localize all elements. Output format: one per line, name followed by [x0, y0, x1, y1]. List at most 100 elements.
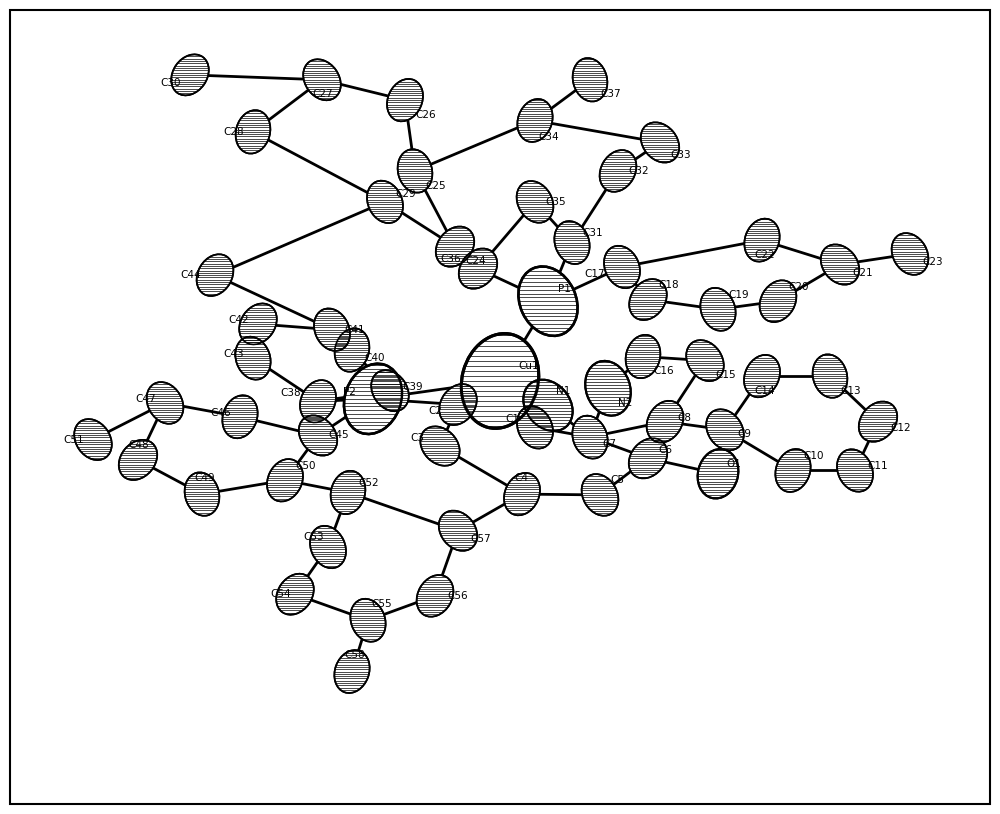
- Ellipse shape: [604, 246, 640, 288]
- Ellipse shape: [813, 354, 847, 398]
- Text: C33: C33: [670, 150, 691, 160]
- Text: C25: C25: [425, 181, 446, 190]
- Text: C12: C12: [890, 423, 911, 433]
- Text: C27: C27: [312, 90, 333, 99]
- Text: C51: C51: [63, 435, 84, 444]
- Ellipse shape: [310, 526, 346, 568]
- Ellipse shape: [299, 415, 337, 456]
- Text: C9: C9: [737, 429, 751, 439]
- Ellipse shape: [171, 55, 209, 95]
- Ellipse shape: [554, 221, 590, 264]
- Text: C34: C34: [538, 132, 559, 142]
- Text: C4: C4: [514, 473, 528, 483]
- Ellipse shape: [331, 470, 365, 514]
- Text: C19: C19: [728, 290, 749, 300]
- Text: C32: C32: [628, 166, 649, 176]
- Ellipse shape: [582, 474, 618, 516]
- Ellipse shape: [235, 337, 271, 379]
- Text: C37: C37: [600, 90, 621, 99]
- Text: C5: C5: [610, 475, 624, 485]
- Ellipse shape: [572, 416, 608, 458]
- Ellipse shape: [600, 150, 636, 192]
- Ellipse shape: [367, 181, 403, 223]
- Text: C56: C56: [447, 591, 468, 601]
- Ellipse shape: [436, 226, 474, 267]
- Text: C31: C31: [582, 228, 603, 238]
- Text: C36: C36: [440, 254, 461, 264]
- Text: C17: C17: [584, 269, 605, 278]
- Text: C10: C10: [803, 451, 824, 461]
- Text: C28: C28: [223, 127, 244, 137]
- Text: C18: C18: [658, 280, 679, 290]
- Text: Cu1: Cu1: [518, 361, 539, 371]
- Text: C26: C26: [415, 110, 436, 120]
- Ellipse shape: [420, 427, 460, 466]
- Ellipse shape: [300, 380, 336, 422]
- Text: C20: C20: [788, 282, 808, 291]
- Ellipse shape: [573, 58, 607, 102]
- Ellipse shape: [629, 279, 667, 320]
- Text: C46: C46: [210, 408, 231, 418]
- Text: C1: C1: [505, 414, 519, 424]
- Ellipse shape: [698, 449, 738, 498]
- Ellipse shape: [706, 409, 744, 450]
- Text: C39: C39: [402, 382, 423, 392]
- Text: C45: C45: [328, 431, 349, 440]
- Text: O1: O1: [726, 459, 741, 469]
- Text: C24: C24: [465, 256, 486, 266]
- Ellipse shape: [504, 473, 540, 515]
- Text: C54: C54: [270, 589, 291, 599]
- Text: C16: C16: [653, 366, 674, 376]
- Ellipse shape: [335, 328, 369, 372]
- Ellipse shape: [222, 396, 258, 438]
- Text: C41: C41: [344, 325, 365, 335]
- Ellipse shape: [700, 288, 736, 330]
- Text: C13: C13: [840, 386, 861, 396]
- Ellipse shape: [303, 59, 341, 100]
- Ellipse shape: [775, 449, 811, 492]
- Ellipse shape: [387, 79, 423, 121]
- Ellipse shape: [185, 472, 219, 516]
- Ellipse shape: [821, 244, 859, 285]
- Text: C57: C57: [470, 534, 491, 544]
- Ellipse shape: [439, 510, 477, 551]
- Text: C44: C44: [180, 270, 201, 280]
- Text: N1: N1: [556, 386, 570, 396]
- Ellipse shape: [892, 233, 928, 275]
- Text: N2: N2: [618, 398, 632, 408]
- Text: C35: C35: [545, 197, 566, 207]
- Ellipse shape: [585, 361, 631, 416]
- Ellipse shape: [523, 379, 573, 431]
- Text: C11: C11: [867, 462, 888, 471]
- Text: C58: C58: [344, 650, 365, 660]
- Ellipse shape: [314, 309, 350, 351]
- Text: C15: C15: [715, 370, 736, 380]
- Ellipse shape: [267, 459, 303, 501]
- Text: C8: C8: [677, 413, 691, 422]
- Ellipse shape: [647, 400, 683, 443]
- Ellipse shape: [517, 406, 553, 449]
- Text: C50: C50: [295, 461, 316, 470]
- Ellipse shape: [459, 248, 497, 289]
- Text: C52: C52: [358, 478, 379, 488]
- Text: C40: C40: [364, 353, 384, 363]
- Ellipse shape: [686, 340, 724, 381]
- Text: C2: C2: [428, 406, 442, 416]
- Ellipse shape: [119, 440, 157, 480]
- Ellipse shape: [344, 364, 402, 434]
- Ellipse shape: [641, 122, 679, 163]
- Ellipse shape: [371, 370, 409, 411]
- Ellipse shape: [760, 280, 796, 322]
- Ellipse shape: [236, 110, 270, 154]
- Ellipse shape: [837, 449, 873, 492]
- Text: C14: C14: [754, 386, 775, 396]
- Text: C38: C38: [280, 388, 301, 398]
- Ellipse shape: [517, 99, 553, 142]
- Text: C6: C6: [658, 445, 672, 455]
- Ellipse shape: [197, 254, 233, 296]
- Text: C22: C22: [754, 250, 775, 260]
- Ellipse shape: [74, 419, 112, 460]
- Ellipse shape: [517, 181, 553, 223]
- Text: C55: C55: [371, 599, 392, 609]
- Text: C49: C49: [194, 473, 215, 483]
